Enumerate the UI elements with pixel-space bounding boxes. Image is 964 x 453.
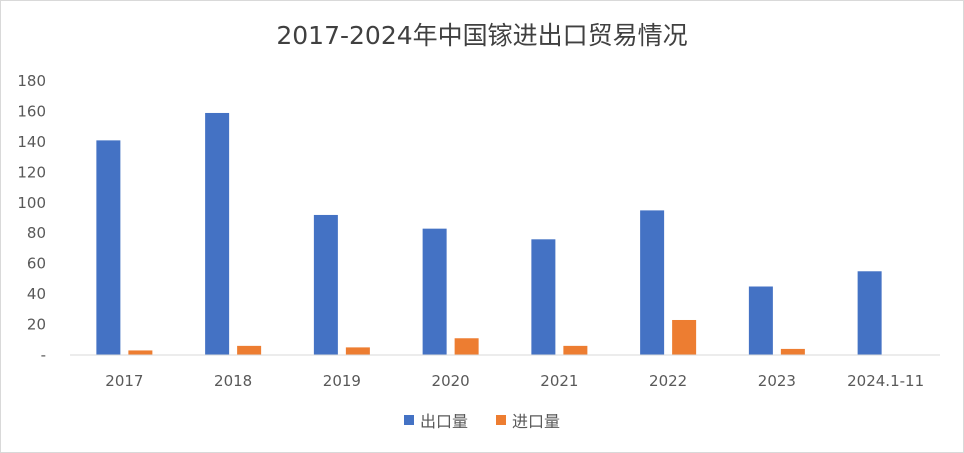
y-tick-label: 160 xyxy=(17,102,46,120)
export-bar-2018 xyxy=(205,112,230,355)
y-tick-label: 20 xyxy=(27,316,46,334)
export-bar-2020 xyxy=(422,228,447,355)
legend-swatch-import xyxy=(496,415,506,425)
x-axis-ticks: 2017 2018 2019 2020 2021 2022 2023 2024.1-11 xyxy=(105,372,924,390)
x-tick-label: 2017 xyxy=(105,372,143,390)
y-axis-ticks: - 20 40 60 80 100 120 140 160 180 xyxy=(17,72,46,364)
legend-item-import: 进口量 xyxy=(496,408,560,432)
x-tick-label: 2020 xyxy=(432,372,470,390)
legend-swatch-export xyxy=(403,415,414,425)
x-tick-label: 2019 xyxy=(323,372,361,390)
import-bar-2019 xyxy=(345,347,370,355)
y-tick-label: 140 xyxy=(17,133,46,151)
import-bar-2021 xyxy=(563,345,588,355)
export-bar-2024.1-11 xyxy=(857,271,882,355)
y-tick-label: 80 xyxy=(27,224,46,242)
y-tick-label: 100 xyxy=(17,194,46,212)
import-bar-2023 xyxy=(780,348,805,355)
y-tick-label: 60 xyxy=(27,255,46,273)
legend-item-export: 出口量 xyxy=(403,408,468,432)
y-tick-label: - xyxy=(41,346,46,364)
y-tick-label: 120 xyxy=(17,163,46,181)
legend-label-import: 进口量 xyxy=(512,412,561,431)
export-bar-2022 xyxy=(640,210,665,355)
export-bar-2019 xyxy=(313,214,338,355)
export-bar-2023 xyxy=(748,286,773,355)
y-tick-label: 40 xyxy=(27,285,46,303)
export-bar-2017 xyxy=(96,140,121,355)
legend-label-export: 出口量 xyxy=(419,412,468,431)
import-bar-2020 xyxy=(454,338,479,355)
x-tick-label: 2023 xyxy=(758,372,796,390)
x-tick-label: 2018 xyxy=(214,372,252,390)
x-tick-label: 2021 xyxy=(540,372,578,390)
legend: 出口量 进口量 xyxy=(0,408,964,432)
x-tick-label: 2024.1-11 xyxy=(847,372,924,390)
export-bar-2021 xyxy=(531,239,556,355)
chart-title: 2017-2024年中国镓进出口贸易情况 xyxy=(276,21,688,50)
import-bar-2018 xyxy=(237,345,262,355)
x-tick-label: 2022 xyxy=(649,372,687,390)
import-bar-2017 xyxy=(128,350,153,355)
y-tick-label: 180 xyxy=(17,72,46,90)
import-bar-2022 xyxy=(672,319,697,355)
bars xyxy=(96,112,882,355)
